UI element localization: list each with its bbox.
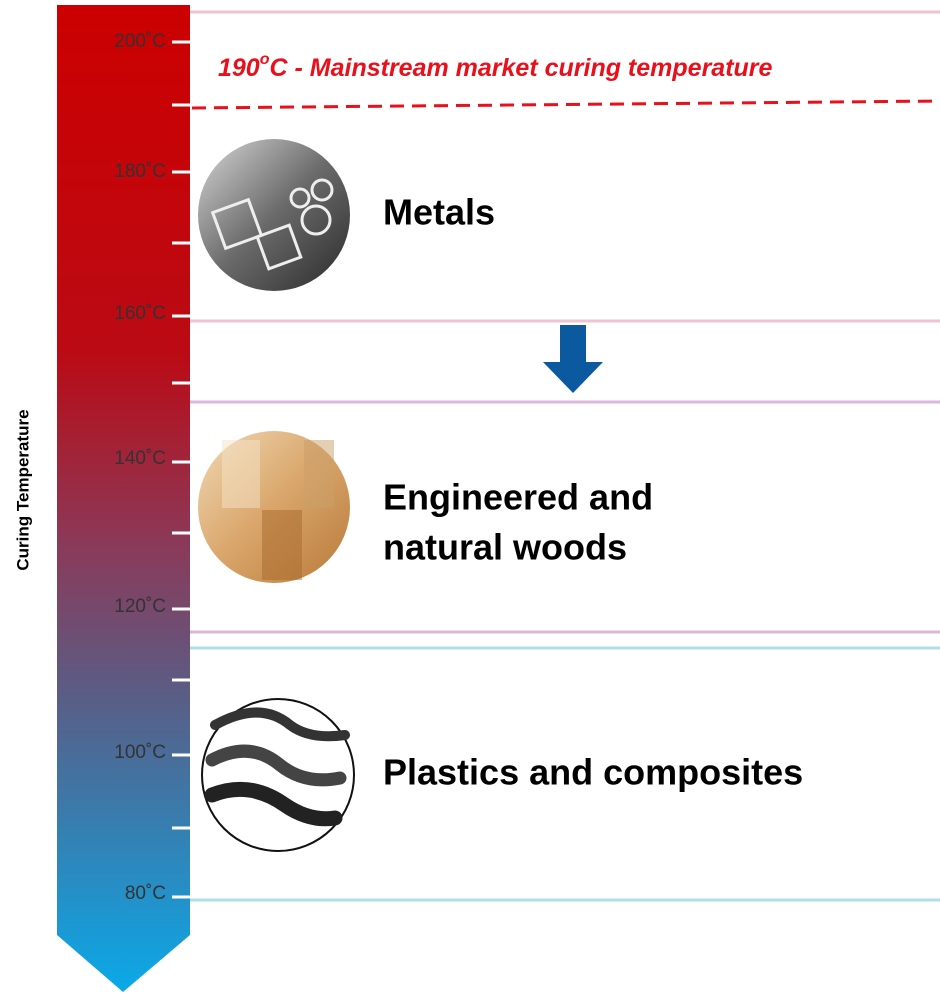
temperature-arrow — [57, 5, 190, 992]
scale-label: 180˚C — [114, 161, 166, 182]
material-label: Plastics and composites — [383, 752, 803, 793]
annotation-text: C - Mainstream market curing temperature — [270, 54, 773, 82]
material-label: Engineered and — [383, 477, 653, 518]
material-label: natural woods — [383, 527, 627, 568]
scale-label: 100˚C — [114, 742, 166, 763]
material-label: Metals — [383, 192, 495, 233]
page: 200˚C 180˚C 160˚C 140˚C 120˚C 100˚C 80˚C… — [0, 0, 940, 996]
scale-label: 140˚C — [114, 448, 166, 469]
scale-label: 80˚C — [125, 883, 166, 904]
down-arrow — [543, 325, 603, 393]
annotation-degree: o — [260, 51, 270, 68]
axis-label: Curing Temperature — [13, 409, 32, 570]
mainstream-line — [192, 101, 940, 108]
scale-label: 200˚C — [114, 31, 166, 52]
scale-label: 120˚C — [114, 596, 166, 617]
diagram: 200˚C 180˚C 160˚C 140˚C 120˚C 100˚C 80˚C… — [0, 0, 940, 996]
scale-label: 160˚C — [114, 303, 166, 324]
annotation-number: 190 — [218, 54, 260, 82]
annotation: 190oC - Mainstream market curing tempera… — [218, 51, 773, 81]
